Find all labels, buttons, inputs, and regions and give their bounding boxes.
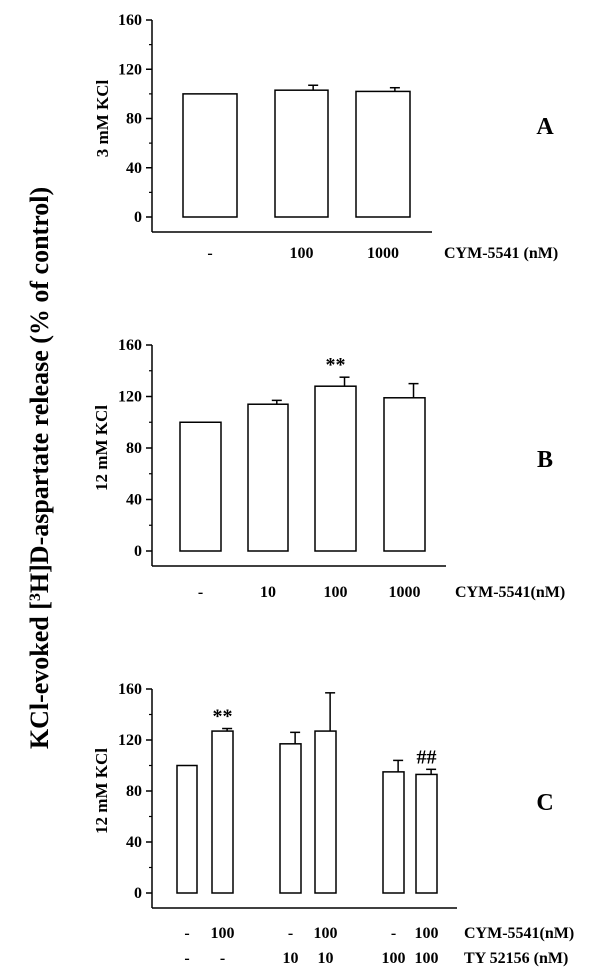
y-tick-label: 160 [118,12,142,29]
y-tick-label: 80 [126,783,142,800]
x-tick-label: 1000 [367,245,399,262]
y-tick-label: 80 [126,440,142,457]
chart-panel-c: 0 40 80 120 160 12 mM KCl C ** ## - 100 - 100 - 100 CYM… [92,681,574,967]
y-tick-label: 0 [134,209,142,226]
bar [415,773,438,894]
condition-row-label: CYM-5541 (nM) [444,245,558,262]
x-tick-label: 100 [415,950,439,967]
y-tick-label: 120 [118,389,142,406]
bar [314,385,357,552]
y-axis-title: 12 mM KCl [92,405,111,491]
x-tick-label: 100 [382,950,406,967]
y-tick-label: 0 [134,885,142,902]
bar [247,403,289,552]
bar [279,743,302,894]
y-axis-title: 12 mM KCl [92,748,111,834]
bar [211,730,234,894]
x-tick-label: - [184,925,189,942]
significance-mark: ** [213,706,233,728]
x-tick-label: 1000 [389,584,421,601]
panel-label: A [536,114,554,140]
x-tick-label: - [207,245,212,262]
x-tick-label: 10 [283,950,299,967]
x-tick-label: 10 [260,584,276,601]
shared-y-axis-title: KCl-evoked [3H]D-aspartate release (% of… [25,187,54,749]
x-tick-label: - [220,950,225,967]
condition-row-label: CYM-5541(nM) [455,584,565,601]
x-tick-label: - [184,950,189,967]
bar [182,93,238,218]
y-tick-label: 40 [126,492,142,509]
x-tick-label: - [198,584,203,601]
x-tick-label: 100 [314,925,338,942]
condition-row-label: TY 52156 (nM) [464,950,568,967]
bar [314,730,337,894]
x-tick-label: 100 [324,584,348,601]
y-tick-label: 0 [134,543,142,560]
panel-label: B [537,447,553,473]
x-tick-label: 100 [290,245,314,262]
y-tick-label: 160 [118,681,142,698]
bar [383,397,426,552]
chart-panel-a: 0 40 80 120 160 3 mM KCl A - 100 1000 CYM-5541 (nM… [93,12,558,262]
x-tick-label: 100 [211,925,235,942]
y-tick-label: 120 [118,61,142,78]
y-tick-label: 120 [118,732,142,749]
y-tick-label: 160 [118,337,142,354]
x-tick-label: - [288,925,293,942]
x-tick-label: - [391,925,396,942]
x-tick-label: 10 [318,950,334,967]
y-tick-label: 40 [126,160,142,177]
y-tick-label: 80 [126,111,142,128]
y-tick-label: 40 [126,834,142,851]
condition-row-label: CYM-5541(nM) [464,925,574,942]
bar [176,764,198,894]
bar [355,90,411,218]
shared-y-axis-title-prefix: KCl-evoked [ [25,601,54,749]
x-tick-label: 100 [415,925,439,942]
y-axis-title: 3 mM KCl [93,80,112,158]
shared-y-axis-title-suffix: H]D-aspartate release (% of control) [25,187,54,593]
chart-panel-b: 0 40 80 120 160 12 mM KCl B ** - 10 100 1000 CYM-554… [92,337,565,601]
shared-y-axis-title-superscript: 3 [27,593,44,601]
bar [382,771,405,894]
significance-mark: ** [326,354,346,376]
bar [274,89,329,218]
significance-mark: ## [417,746,437,768]
panel-label: C [536,790,553,816]
bar [179,421,222,552]
